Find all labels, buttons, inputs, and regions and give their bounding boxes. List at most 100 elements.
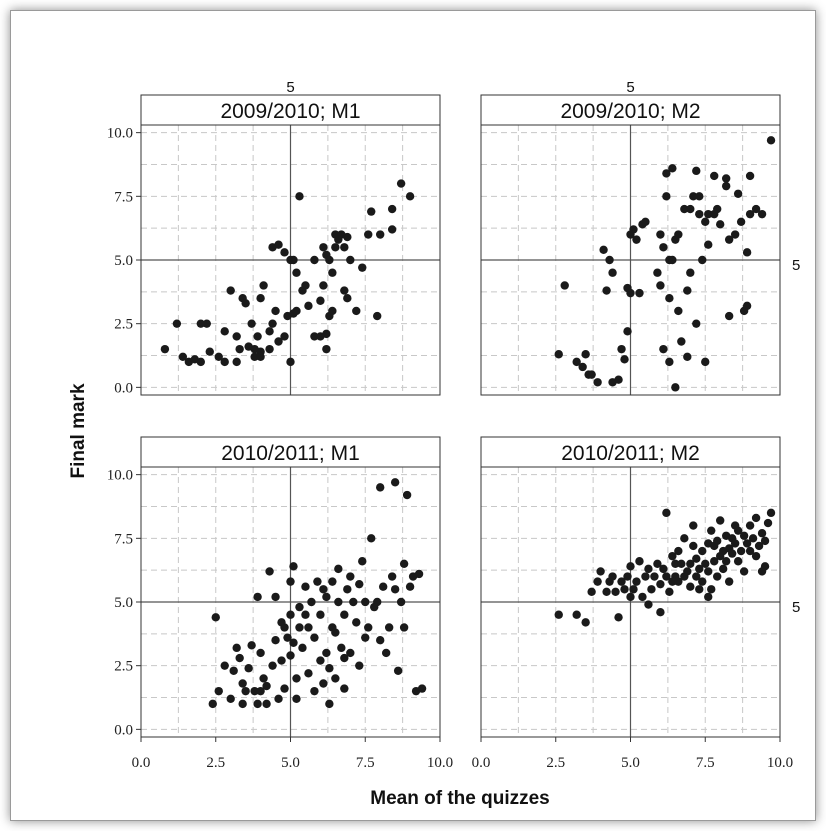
y-tick-label: 5.0 <box>114 253 133 269</box>
data-point <box>641 572 650 581</box>
data-point <box>373 311 382 321</box>
data-point <box>358 263 367 272</box>
data-point <box>572 610 581 619</box>
panels-layer: 2009/2010; M10.02.55.07.510.052009/2010;… <box>107 79 801 771</box>
data-point <box>721 557 731 566</box>
data-point <box>724 577 734 586</box>
x-tick-label: 10.0 <box>767 755 793 771</box>
data-point <box>674 230 683 239</box>
y-tick-label: 10.0 <box>107 126 133 142</box>
data-point <box>286 357 295 367</box>
data-point <box>343 232 352 242</box>
data-point <box>671 559 680 568</box>
data-point <box>668 551 677 561</box>
panel-strip <box>480 436 781 468</box>
data-point <box>271 592 280 602</box>
data-point <box>751 551 761 561</box>
data-point <box>367 534 376 543</box>
data-point <box>608 268 617 277</box>
data-point <box>623 327 632 336</box>
data-point <box>659 243 668 252</box>
x-tick-label: 5.0 <box>621 755 640 771</box>
data-point <box>232 357 241 367</box>
data-point <box>581 350 590 359</box>
data-point <box>647 585 656 594</box>
data-point <box>701 559 710 568</box>
data-point <box>695 564 704 574</box>
data-point <box>626 562 635 571</box>
data-point <box>262 699 271 709</box>
data-point <box>626 288 635 298</box>
data-point <box>250 352 259 361</box>
data-point <box>202 319 211 328</box>
data-point <box>742 539 752 548</box>
data-point <box>689 541 698 551</box>
data-point <box>265 344 274 354</box>
panel-2: 2009/2010; M2 5 5 <box>480 79 800 396</box>
data-point <box>653 268 662 277</box>
x-tick-label: 7.5 <box>696 755 715 771</box>
data-point <box>757 209 767 219</box>
data-point <box>689 192 698 201</box>
data-point <box>683 352 692 361</box>
reference-y-label: 5 <box>792 599 800 616</box>
data-point <box>668 255 677 265</box>
data-point <box>680 204 689 214</box>
data-point <box>629 225 638 234</box>
x-tick-label: 7.5 <box>356 755 375 771</box>
data-point <box>617 577 626 586</box>
data-point <box>283 633 292 642</box>
panel-1: 2009/2010; M1 0.0 2.5 5.0 7.5 10.0 5 <box>107 79 441 396</box>
data-point <box>367 207 376 216</box>
data-point <box>393 666 403 675</box>
data-point <box>596 567 605 576</box>
data-point <box>340 243 349 252</box>
y-tick-label: 10.0 <box>107 468 133 484</box>
data-point <box>274 240 283 249</box>
data-point <box>674 306 683 316</box>
data-point <box>172 319 182 328</box>
data-point <box>328 306 337 316</box>
data-point <box>710 557 719 566</box>
data-point <box>641 217 650 226</box>
data-point <box>286 651 295 660</box>
data-point <box>650 572 659 581</box>
x-tick-label: 5.0 <box>281 755 300 771</box>
data-point <box>736 217 746 226</box>
data-point <box>322 329 331 339</box>
data-point <box>387 572 397 581</box>
points <box>208 478 427 709</box>
data-point <box>739 531 749 540</box>
x-tick-label: 0.0 <box>132 755 151 771</box>
data-point <box>695 192 704 201</box>
data-point <box>662 169 671 178</box>
data-point <box>692 554 701 563</box>
data-point <box>656 230 665 239</box>
panel-4: 2010/2011; M2 0.0 2.5 5.0 7.5 10.0 5 <box>472 436 800 771</box>
data-point <box>361 633 370 642</box>
data-point <box>274 337 283 346</box>
data-point <box>331 230 340 239</box>
data-point <box>632 577 641 586</box>
data-point <box>316 656 325 665</box>
data-point <box>638 592 647 602</box>
data-point <box>677 559 686 568</box>
data-point <box>340 286 349 295</box>
data-point <box>665 357 674 367</box>
data-point <box>399 559 409 568</box>
data-point <box>710 171 719 181</box>
data-point <box>232 643 241 653</box>
data-point <box>220 357 229 367</box>
data-point <box>235 653 244 663</box>
data-point <box>396 179 406 188</box>
data-point <box>361 597 370 607</box>
data-point <box>656 607 665 617</box>
data-point <box>387 225 397 234</box>
data-point <box>277 656 286 665</box>
panel-title: 2009/2010; M2 <box>560 100 700 123</box>
data-point <box>325 255 334 265</box>
data-point <box>301 582 310 591</box>
data-point <box>337 643 346 653</box>
y-axis-title: Final mark <box>68 383 89 478</box>
